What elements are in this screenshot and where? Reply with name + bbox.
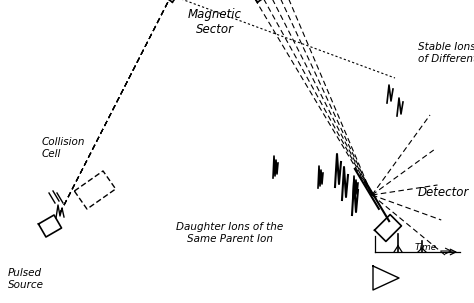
Text: Daughter Ions of the
Same Parent Ion: Daughter Ions of the Same Parent Ion [176,222,283,244]
Text: Magnetic
Sector: Magnetic Sector [188,8,242,36]
Text: Stable Ions
of Different Mass: Stable Ions of Different Mass [418,42,474,64]
Text: Time: Time [415,244,437,252]
Text: Pulsed
Source: Pulsed Source [8,268,44,290]
Text: Detector: Detector [418,185,469,198]
Text: Collision
Cell: Collision Cell [42,137,85,159]
